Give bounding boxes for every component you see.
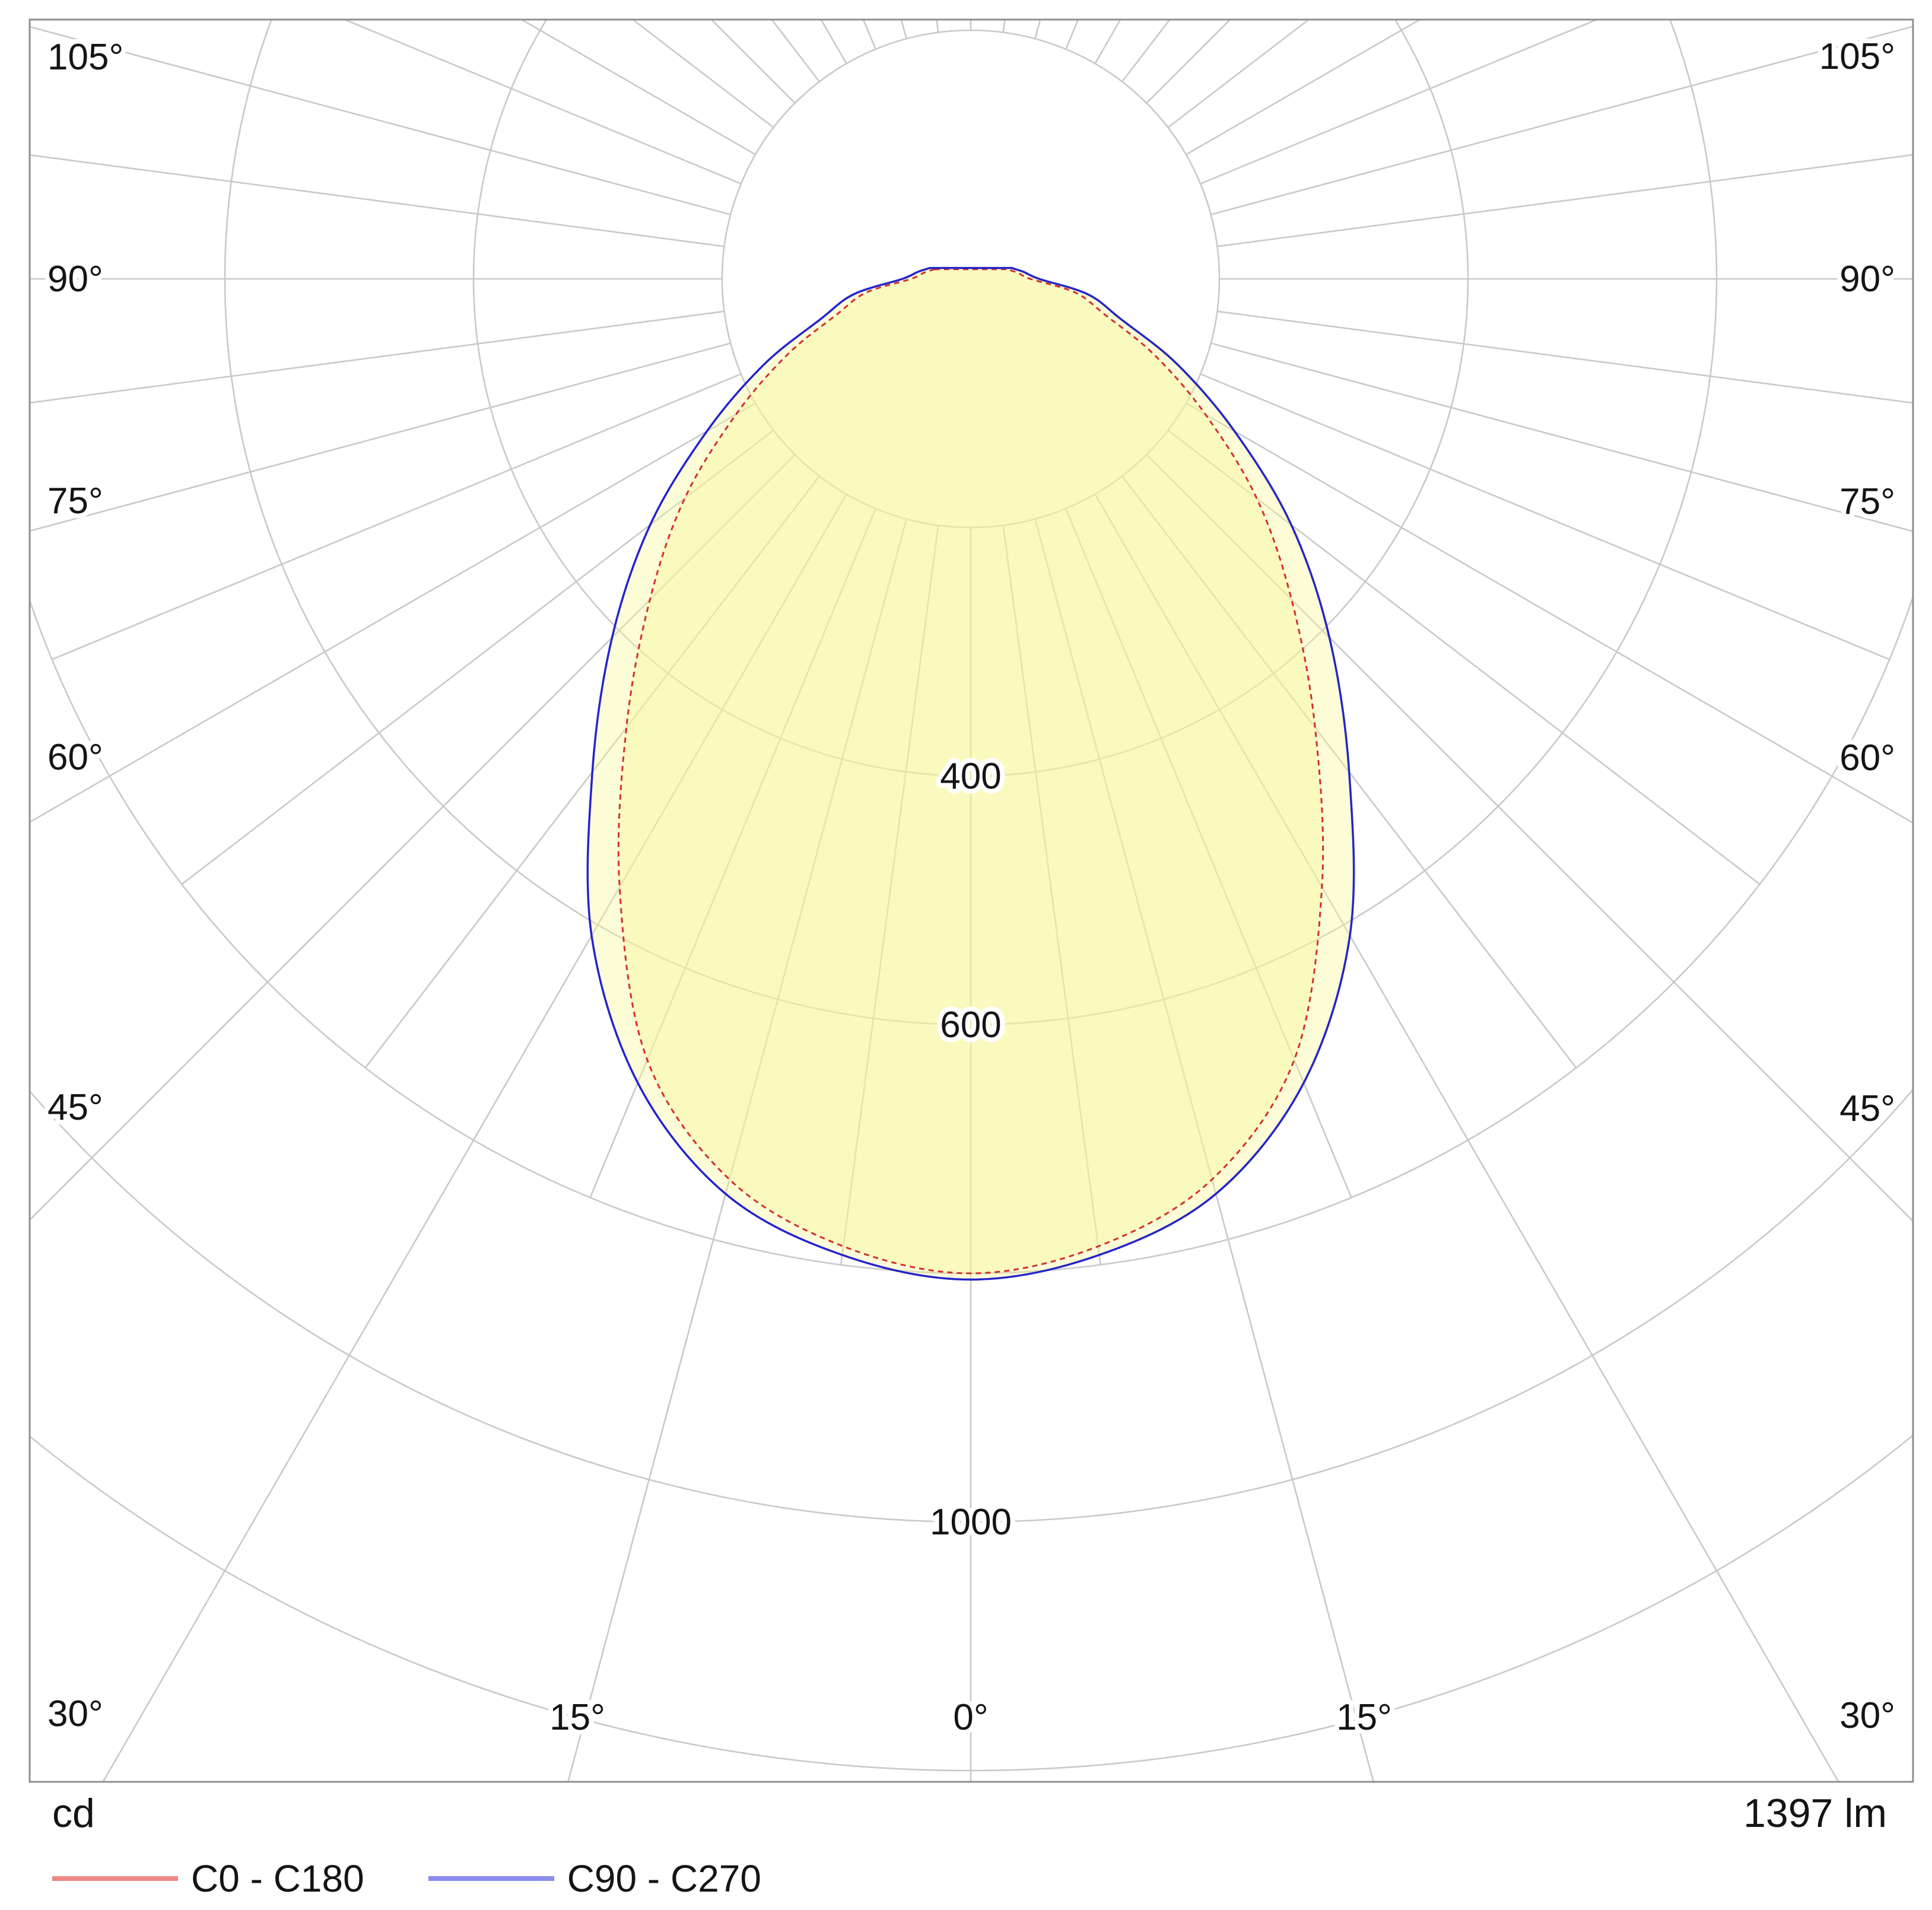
grid-ray-45 bbox=[1146, 454, 1913, 1222]
legend-line-c0-c180-swatch bbox=[52, 1876, 178, 1881]
chart-frame bbox=[28, 18, 1914, 1783]
grid-ray-300 bbox=[30, 402, 756, 824]
angle-label-right-75: 75° bbox=[1839, 481, 1895, 522]
curve-fill-c0-c180 bbox=[618, 269, 1323, 1274]
angle-label-right-90: 90° bbox=[1839, 259, 1895, 300]
angle-label-left-75: 75° bbox=[47, 481, 103, 522]
grid-ray-30 bbox=[1094, 494, 1839, 1782]
curve-c0-c180 bbox=[617, 268, 1324, 1275]
curve-c90-c270 bbox=[586, 266, 1355, 1281]
grid-ray-345 bbox=[567, 519, 907, 1782]
angle-label-right-105: 105° bbox=[1819, 36, 1895, 77]
grid-ray-112.5 bbox=[1200, 20, 1599, 185]
angle-label-left-60: 60° bbox=[47, 737, 103, 778]
grid-ray-255 bbox=[30, 26, 731, 215]
grid-ray-75 bbox=[1210, 342, 1913, 532]
legend-item-c90-c270: C90 - C270 bbox=[428, 1860, 761, 1898]
grid-ray-60 bbox=[1186, 402, 1913, 824]
grid-ray-15 bbox=[1034, 519, 1375, 1782]
meta-row: cd 1397 lm bbox=[52, 1793, 1887, 1833]
grid-ray-7.5 bbox=[1002, 525, 1102, 1265]
legend-label-c90-c270: C90 - C270 bbox=[567, 1857, 761, 1900]
legend-line-c90-c270-swatch bbox=[428, 1876, 554, 1881]
grid-ray-262.5 bbox=[30, 154, 724, 247]
unit-label: cd bbox=[52, 1791, 95, 1836]
angle-label-right-0: 0° bbox=[953, 1697, 988, 1738]
grid-ray-52.5 bbox=[1167, 430, 1761, 885]
curve-fill-c90-c270 bbox=[587, 268, 1354, 1280]
grid-ray-97.5 bbox=[1217, 154, 1913, 247]
angle-label-right-30: 30° bbox=[1839, 1695, 1895, 1736]
grid-ray-292.5 bbox=[52, 373, 742, 660]
chart-footer: cd 1397 lm C0 - C180 C90 - C270 bbox=[52, 1793, 1887, 1898]
angle-label-left-105: 105° bbox=[47, 37, 123, 78]
angle-label-right-45: 45° bbox=[1839, 1088, 1895, 1129]
angle-label-left-15: 15° bbox=[549, 1697, 605, 1738]
grid-ray-352.5 bbox=[840, 525, 939, 1265]
angle-label-left-45: 45° bbox=[47, 1087, 103, 1128]
grid-ray-247.5 bbox=[342, 20, 742, 185]
angle-label-left-90: 90° bbox=[47, 259, 103, 300]
radial-label-600: 600 bbox=[940, 1005, 1001, 1045]
grid-ray-67.5 bbox=[1200, 373, 1890, 660]
angle-label-right-15: 15° bbox=[1336, 1697, 1392, 1738]
legend: C0 - C180 C90 - C270 bbox=[52, 1860, 1887, 1898]
legend-label-c0-c180: C0 - C180 bbox=[191, 1857, 364, 1900]
flux-label: 1397 lm bbox=[1743, 1791, 1887, 1836]
grid-ray-307.5 bbox=[181, 430, 774, 885]
grid-ray-232.5 bbox=[631, 20, 774, 128]
grid-ray-277.5 bbox=[30, 310, 724, 404]
grid-ray-105 bbox=[1210, 26, 1913, 215]
legend-item-c0-c180: C0 - C180 bbox=[52, 1860, 364, 1898]
radial-label-1000: 1000 bbox=[930, 1502, 1012, 1543]
grid-ray-82.5 bbox=[1217, 310, 1913, 404]
grid-ray-315 bbox=[30, 454, 796, 1221]
grid-ray-127.5 bbox=[1167, 20, 1310, 128]
grid-ray-285 bbox=[30, 342, 731, 532]
angle-label-left-30: 30° bbox=[47, 1693, 103, 1734]
radial-label-400: 400 bbox=[940, 756, 1001, 797]
grid-ray-330 bbox=[102, 494, 847, 1782]
angle-label-right-60: 60° bbox=[1839, 738, 1895, 778]
